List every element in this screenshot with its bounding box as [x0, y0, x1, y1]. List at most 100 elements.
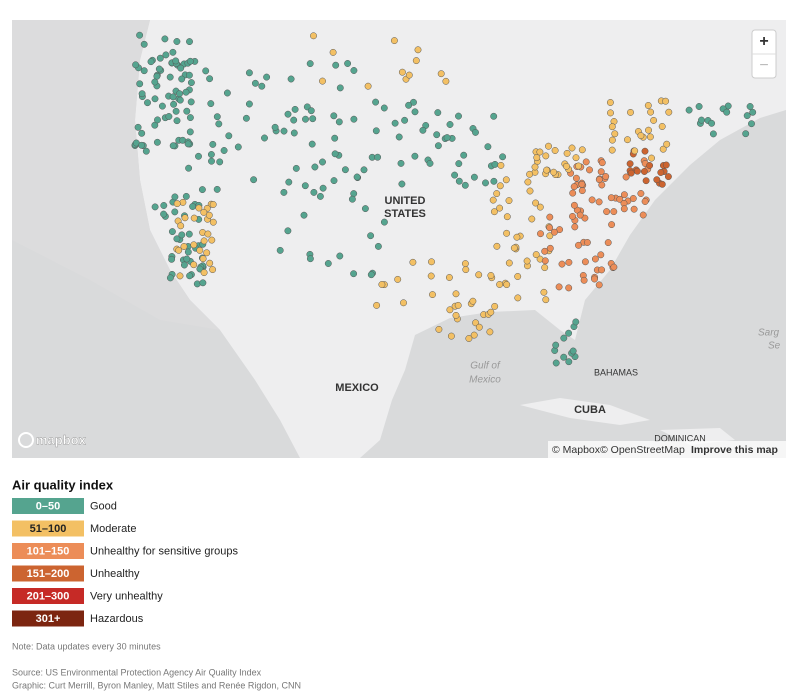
station-dots [131, 31, 757, 367]
station-dot [646, 162, 654, 169]
station-dot [742, 130, 750, 138]
station-dot [462, 266, 470, 274]
station-dot [514, 294, 522, 302]
station-dot [572, 154, 580, 162]
station-dot [350, 67, 358, 74]
station-dot [302, 115, 309, 123]
station-dot [184, 140, 192, 148]
station-dot [550, 168, 558, 176]
station-dot [301, 182, 309, 190]
station-dot [532, 199, 540, 207]
station-dot [571, 223, 579, 231]
station-dot [215, 120, 223, 128]
station-dot [572, 318, 580, 326]
station-dot [499, 153, 507, 161]
attribution-bg [548, 441, 786, 458]
station-dot [597, 168, 605, 176]
station-dot [400, 299, 407, 307]
water-label: Gulf of [470, 361, 501, 372]
station-dot [631, 147, 639, 155]
station-dot [608, 123, 616, 131]
station-dot [331, 134, 339, 142]
station-dot [176, 272, 184, 280]
station-dot [372, 127, 380, 135]
station-dot [604, 239, 612, 247]
station-dot [627, 108, 634, 116]
zoom-out-button[interactable]: − [759, 57, 768, 74]
station-dot [378, 281, 386, 288]
station-dot [569, 212, 576, 220]
station-dot [184, 248, 192, 256]
station-dot [607, 194, 615, 202]
legend-swatch [12, 610, 84, 627]
station-dot [310, 32, 317, 40]
station-dot [490, 208, 498, 216]
station-dot [545, 142, 552, 150]
station-dot [709, 130, 717, 138]
station-dot [743, 112, 751, 120]
station-dot [452, 311, 460, 319]
station-dot [190, 241, 198, 249]
station-dot [206, 259, 214, 267]
station-dot [209, 266, 217, 274]
station-dot [316, 192, 324, 200]
station-dot [531, 163, 539, 171]
station-dot [641, 147, 649, 155]
station-dot [496, 281, 504, 288]
station-dot [190, 214, 198, 222]
mapbox-logo[interactable]: mapbox [36, 432, 87, 447]
station-dot [475, 271, 483, 279]
station-dot [576, 211, 584, 219]
station-dot [374, 242, 382, 250]
station-dot [461, 181, 469, 189]
legend-range: 101–150 [27, 545, 70, 557]
station-dot [138, 90, 146, 98]
station-dot [455, 112, 462, 120]
station-dot [138, 141, 146, 149]
station-dot [177, 64, 185, 72]
station-dot [491, 302, 499, 310]
station-dot [397, 159, 405, 167]
station-dot [608, 221, 616, 229]
legend-swatch [12, 588, 84, 604]
station-dot [213, 113, 221, 121]
station-dot [555, 283, 563, 291]
station-dot [695, 103, 703, 110]
station-dot [622, 173, 630, 181]
station-dot [151, 95, 159, 103]
station-dot [350, 115, 358, 123]
station-dot [380, 218, 388, 226]
station-dot [626, 160, 634, 168]
zoom-in-button[interactable]: + [759, 33, 768, 50]
station-dot [186, 38, 193, 46]
station-dot [487, 308, 495, 316]
station-dot [284, 227, 292, 235]
country-label: MEXICO [335, 382, 379, 394]
attribution-link[interactable]: © OpenStreetMap [600, 444, 685, 456]
station-dot [398, 180, 406, 188]
station-dot [290, 116, 298, 124]
station-dot [698, 116, 705, 124]
station-dot [374, 153, 382, 161]
station-dot [524, 178, 532, 186]
station-dot [364, 82, 372, 90]
station-dot [234, 143, 242, 151]
country-label: UNITED [385, 195, 426, 207]
station-dot [166, 274, 174, 282]
attribution-link[interactable]: © Mapbox [552, 444, 601, 456]
station-dot [196, 246, 204, 254]
station-dot [546, 213, 554, 221]
station-dot [578, 187, 586, 195]
station-dot [203, 249, 211, 257]
station-dot [442, 77, 450, 85]
station-dot [503, 213, 511, 221]
station-dot [331, 150, 339, 158]
station-dot [182, 192, 190, 200]
map[interactable]: UNITED STATES MEXICO Gulf of Mexico BAHA… [12, 20, 786, 458]
station-dot [341, 166, 349, 174]
station-dot [173, 117, 181, 125]
attribution-link[interactable]: Improve this map [691, 444, 778, 456]
legend: 0–50 Good 51–100 Moderate 101–150 Unhealthy f… [12, 498, 238, 627]
station-dot [497, 161, 505, 169]
station-dot [136, 80, 144, 88]
